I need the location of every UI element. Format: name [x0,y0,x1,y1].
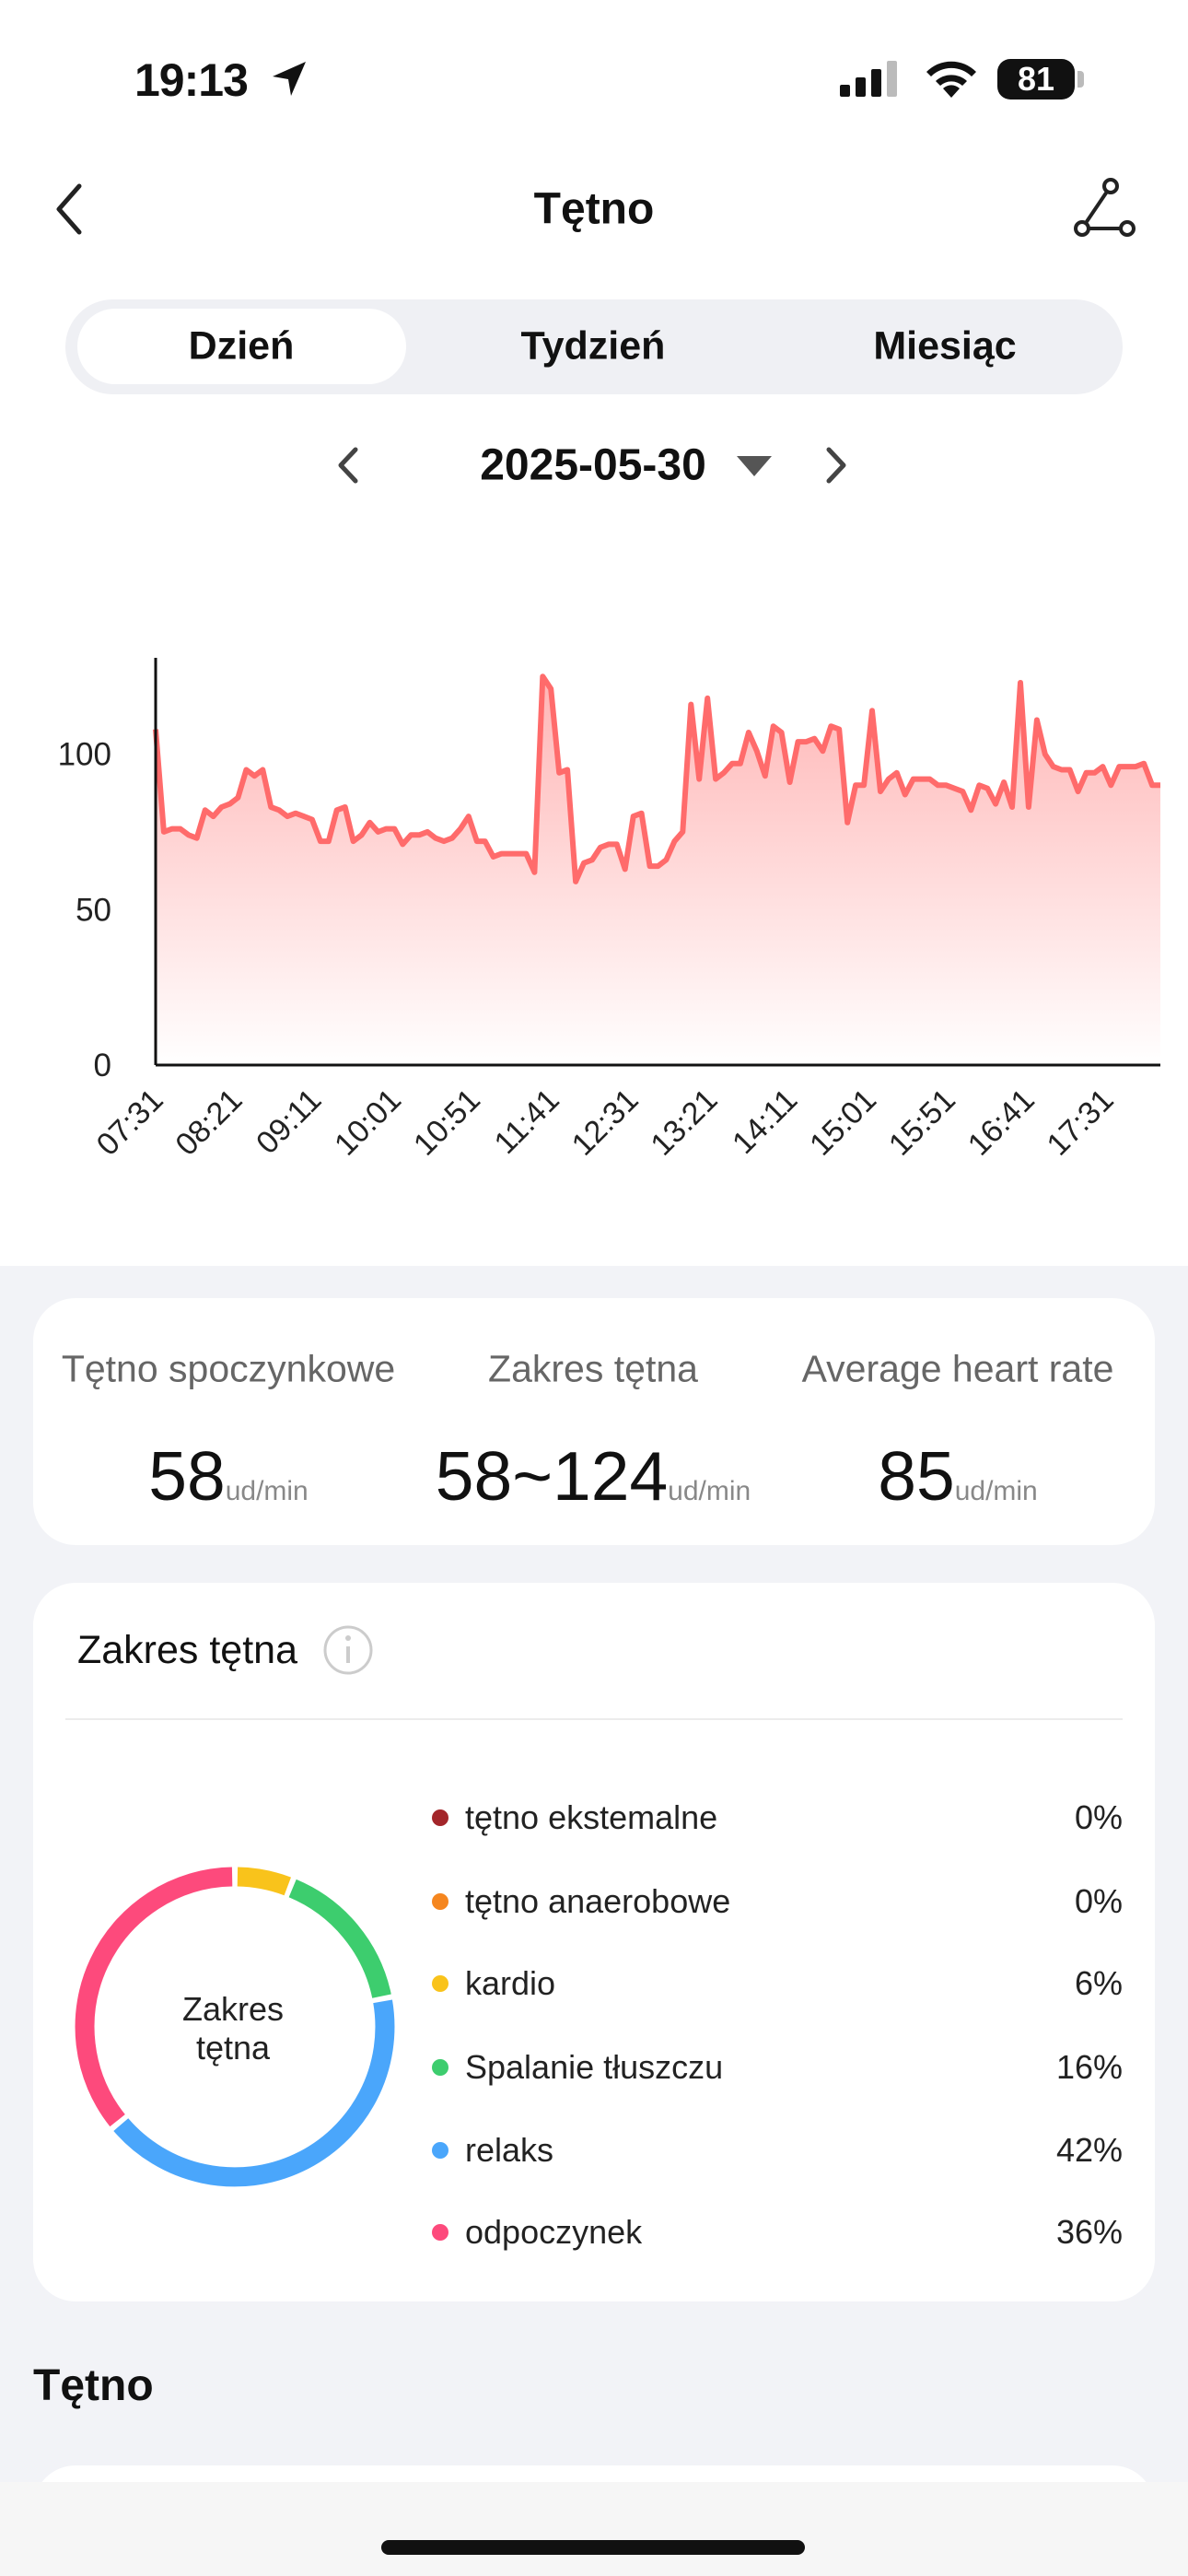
x-tick-label: 10:01 [328,1083,408,1163]
x-tick-label: 13:21 [644,1083,724,1163]
tab-day[interactable]: Dzień [188,323,295,369]
donut-segment [288,1879,391,1998]
prev-date[interactable] [333,444,363,486]
stat-unit: ud/min [668,1476,751,1506]
x-tick-label: 15:51 [882,1083,962,1163]
donut-center-label: Zakres tętna [181,1990,285,2067]
legend-label: relaks [465,2131,554,2169]
legend-value: 16% [1055,2048,1123,2086]
stat-label: Zakres tętna [488,1347,698,1390]
stat-label: Tętno spoczynkowe [61,1347,396,1390]
legend-dot [432,1893,448,1910]
zone-donut [75,1867,395,2187]
home-indicator[interactable] [381,2540,805,2555]
location-icon [273,62,306,96]
battery-level: 81 [1017,60,1055,98]
legend-dot [432,2059,448,2076]
legend-value: 6% [1074,1964,1123,2002]
legend-value: 0% [1074,1882,1123,1920]
battery: 81 [997,59,1075,100]
legend-dot [432,2142,448,2159]
date-label[interactable]: 2025-05-30 [480,440,706,490]
y-tick-label: 50 [76,892,111,928]
area [156,676,1160,1065]
stats-card [33,1298,1155,1545]
signal-icon [840,61,897,97]
x-tick-label: 10:51 [407,1083,487,1163]
donut-segment [113,1999,395,2187]
active-tab-pill [77,309,406,384]
x-tick-label: 07:31 [90,1083,170,1163]
page-title: Tętno [533,184,655,234]
info-icon[interactable] [322,1624,374,1676]
share-button[interactable] [1074,177,1136,240]
donut-segment [237,1867,291,1896]
status-time: 19:13 [134,54,249,106]
x-tick-label: 11:41 [488,1083,566,1161]
x-tick-label: 08:21 [169,1083,249,1163]
x-tick-label: 17:31 [1041,1083,1121,1163]
tab-month[interactable]: Miesiąc [873,323,1017,369]
legend-value: 0% [1074,1798,1123,1836]
line [153,673,1160,884]
x-tick-label: 16:41 [961,1083,1042,1163]
zone-card-title: Zakres tętna [77,1628,297,1672]
legend-value: 36% [1055,2213,1123,2251]
stat-unit: ud/min [954,1476,1038,1506]
back-button[interactable] [50,181,90,238]
legend-label: Spalanie tłuszczu [465,2048,724,2086]
wifi-icon [926,61,976,98]
date-dropdown[interactable] [735,453,774,479]
x-tick-label: 14:11 [726,1083,804,1161]
y-tick-label: 100 [58,737,111,773]
stat-value: 58~124 [435,1437,669,1515]
divider [65,1718,1123,1720]
x-tick-label: 12:31 [565,1083,646,1163]
legend-value: 42% [1055,2131,1123,2169]
stat-value: 85 [878,1437,955,1515]
legend-dot [432,2224,448,2241]
stat-row: 58~124ud/min [436,1436,751,1516]
stat-label: Average heart rate [801,1347,1114,1390]
stat-row: 85ud/min [878,1436,1037,1516]
battery-tip [1077,71,1084,88]
legend-label: tętno ekstemalne [465,1798,718,1836]
stat-unit: ud/min [225,1476,309,1506]
stat-row: 58ud/min [148,1436,308,1516]
y-tick-label: 0 [94,1048,111,1083]
next-date[interactable] [821,444,851,486]
legend-label: tętno anaerobowe [465,1882,731,1920]
x-tick-label: 09:11 [250,1083,328,1161]
stat-value: 58 [148,1437,226,1515]
legend-label: kardio [465,1964,556,2002]
legend-dot [432,1975,448,1992]
home-bar-area [0,2482,1188,2576]
x-tick-label: 15:01 [803,1083,883,1163]
legend-label: odpoczynek [465,2213,643,2251]
tab-week[interactable]: Tydzień [520,323,666,369]
legend-dot [432,1809,448,1826]
donut-segment [75,1867,233,2127]
section-title: Tętno [33,2361,154,2410]
